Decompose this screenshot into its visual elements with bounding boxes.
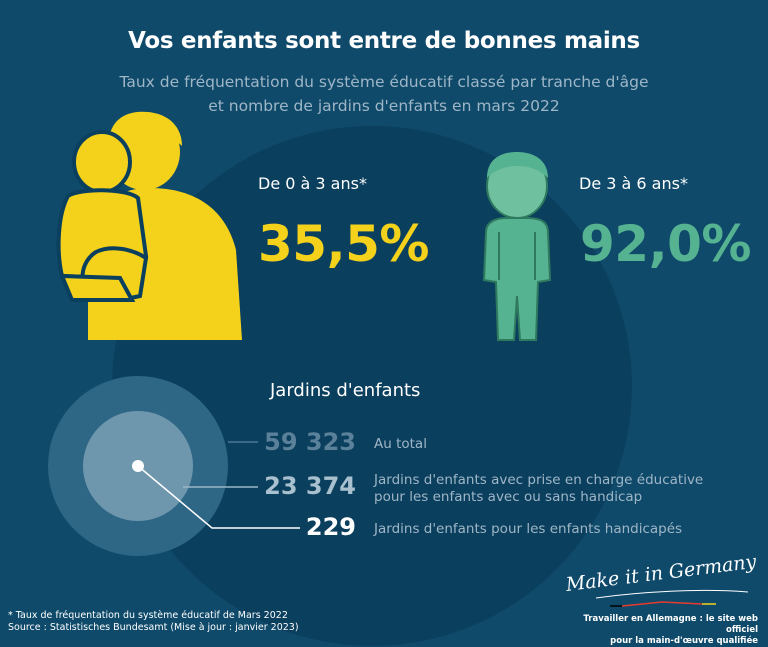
brand-swash <box>595 589 749 599</box>
desc-special-line: Jardins d'enfants pour les enfants handi… <box>374 521 683 537</box>
page-title: Vos enfants sont entre de bonnes mains <box>128 28 640 54</box>
desc-special: Jardins d'enfants pour les enfants handi… <box>374 521 682 538</box>
parent-holding-child-icon <box>56 111 242 340</box>
age-label-0-3: De 0 à 3 ans* <box>258 174 367 193</box>
footnote-line-1: * Taux de fréquentation du système éduca… <box>8 610 288 621</box>
brand-tagline: Travailler en Allemagne : le site web of… <box>560 614 758 647</box>
desc-total-line: Au total <box>374 436 427 452</box>
footnote-source: Source : Statistisches Bundesamt (Mise à… <box>8 622 299 633</box>
percent-3-6: 92,0% <box>580 215 751 273</box>
desc-total: Au total <box>374 436 427 453</box>
count-total: 59 323 <box>264 428 356 456</box>
count-special: 229 <box>305 513 356 541</box>
connector-lines <box>137 441 300 529</box>
subtitle-line-2: et nombre de jardins d'enfants en mars 2… <box>208 97 560 115</box>
brand-tagline-line-2: pour la main-d'œuvre qualifiée <box>610 636 758 646</box>
brand-tagline-line-1: Travailler en Allemagne : le site web of… <box>583 614 758 635</box>
percent-0-3: 35,5% <box>258 215 429 273</box>
kindergarten-title: Jardins d'enfants <box>270 380 421 401</box>
child-icon <box>482 152 552 341</box>
brand-color-stroke <box>621 601 703 607</box>
subtitle-line-1: Taux de fréquentation du système éducati… <box>119 73 649 91</box>
footnote: * Taux de fréquentation du système éduca… <box>8 610 299 634</box>
connector-special <box>137 465 300 529</box>
age-label-3-6: De 3 à 6 ans* <box>579 174 688 193</box>
desc-inclusive-line-2: pour les enfants avec ou sans handicap <box>374 489 643 505</box>
count-inclusive: 23 374 <box>264 472 356 500</box>
desc-inclusive-line-1: Jardins d'enfants avec prise en charge é… <box>374 472 704 488</box>
desc-inclusive: Jardins d'enfants avec prise en charge é… <box>374 472 703 506</box>
